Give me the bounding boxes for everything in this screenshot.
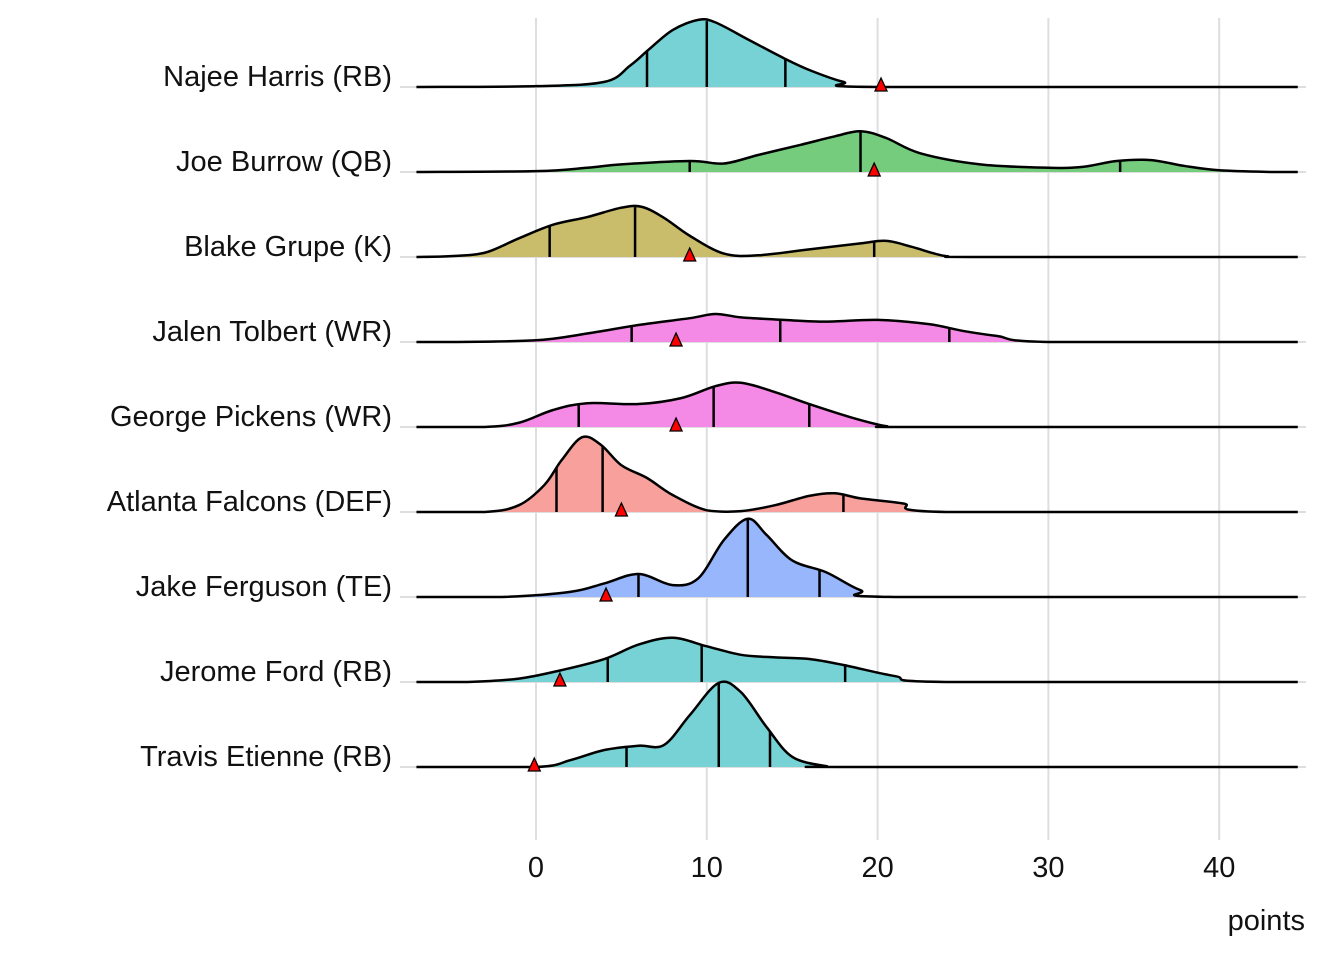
ridge-7 — [416, 636, 1298, 687]
density-area — [416, 681, 1298, 767]
y-label: Joe Burrow (QB) — [176, 146, 392, 178]
y-label: Jake Ferguson (TE) — [136, 571, 392, 603]
marker-triangle — [682, 246, 697, 262]
density-area — [416, 382, 1298, 427]
marker-triangle — [669, 416, 684, 432]
density-area — [416, 131, 1298, 172]
density-line — [416, 636, 1298, 684]
density-line — [416, 435, 1298, 514]
y-label: Blake Grupe (K) — [184, 231, 392, 263]
density-area — [416, 19, 1298, 87]
density-area — [416, 313, 1298, 342]
marker-triangle — [599, 586, 614, 602]
density-area — [416, 436, 1298, 512]
marker-triangle — [552, 671, 567, 687]
x-ticks: 0 10 20 30 40 — [528, 852, 1235, 884]
density-area — [416, 518, 1298, 597]
density-line — [416, 680, 1298, 769]
marker-triangle — [527, 756, 542, 772]
y-label: Travis Etienne (RB) — [140, 741, 392, 773]
marker-triangle — [669, 331, 684, 347]
x-tick-label: 40 — [1203, 852, 1235, 884]
x-tick-label: 20 — [861, 852, 893, 884]
ridges — [416, 17, 1298, 772]
ridge-0 — [416, 17, 1298, 92]
y-label: George Pickens (WR) — [110, 401, 392, 433]
x-axis-title: points — [1228, 905, 1305, 937]
y-label: Najee Harris (RB) — [163, 61, 392, 93]
density-line — [416, 381, 1298, 429]
ridge-8 — [416, 680, 1298, 772]
density-line — [416, 204, 1298, 259]
density-line — [416, 312, 1298, 344]
density-line — [416, 17, 1298, 89]
density-line — [416, 517, 1298, 599]
ridge-6 — [416, 517, 1298, 602]
ridge-1 — [416, 129, 1298, 177]
y-label: Atlanta Falcons (DEF) — [107, 486, 392, 518]
x-tick-label: 30 — [1032, 852, 1064, 884]
marker-triangle — [614, 501, 629, 517]
y-labels: Najee Harris (RB) Joe Burrow (QB) Blake Gr… — [107, 61, 392, 773]
ridge-5 — [416, 435, 1298, 517]
marker-triangle — [874, 76, 889, 92]
density-area — [416, 205, 1298, 257]
ridge-3 — [416, 312, 1298, 347]
y-label: Jalen Tolbert (WR) — [152, 316, 392, 348]
density-area — [416, 637, 1298, 682]
ridge-4 — [416, 381, 1298, 432]
marker-triangle — [867, 161, 882, 177]
y-label: Jerome Ford (RB) — [160, 656, 392, 688]
ridge-2 — [416, 204, 1298, 262]
x-tick-label: 0 — [528, 852, 544, 884]
density-line — [416, 129, 1298, 174]
x-tick-label: 10 — [691, 852, 723, 884]
